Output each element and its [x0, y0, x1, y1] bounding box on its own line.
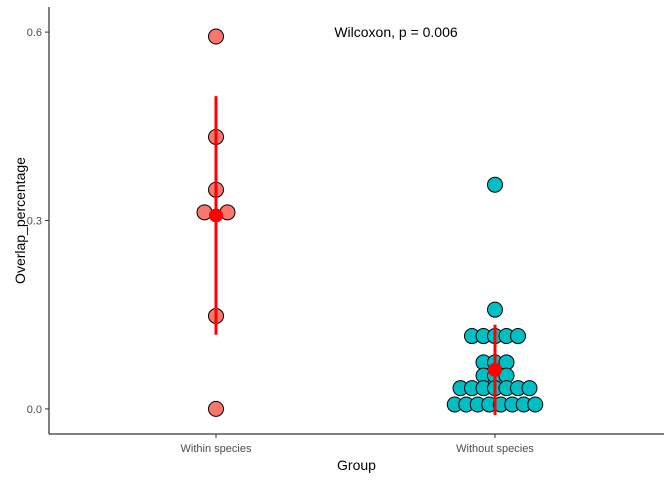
x-tick-label: Without species: [456, 443, 534, 455]
y-tick-label: 0.6: [27, 27, 42, 39]
y-ticks: 0.0 0.3 0.6: [27, 27, 49, 416]
mean-marker: [488, 362, 502, 377]
y-axis-title: Overlap_percentage: [12, 157, 28, 284]
data-point: [510, 328, 526, 345]
y-tick-label: 0.3: [27, 216, 42, 228]
data-point: [487, 176, 503, 193]
data-point: [527, 396, 544, 413]
mean-marker: [209, 208, 223, 223]
data-points: [196, 28, 544, 417]
y-tick-label: 0.0: [27, 404, 42, 416]
data-point: [521, 380, 538, 397]
axes: [48, 7, 664, 435]
wilcoxon-annotation: Wilcoxon, p = 0.006: [334, 24, 458, 40]
summary-markers: [209, 96, 502, 416]
x-axis-title: Group: [337, 457, 376, 473]
data-point: [208, 400, 224, 417]
data-point: [487, 301, 503, 318]
data-point: [208, 28, 224, 45]
x-ticks: Within species Without species: [181, 434, 534, 455]
x-tick-label: Within species: [181, 443, 252, 455]
